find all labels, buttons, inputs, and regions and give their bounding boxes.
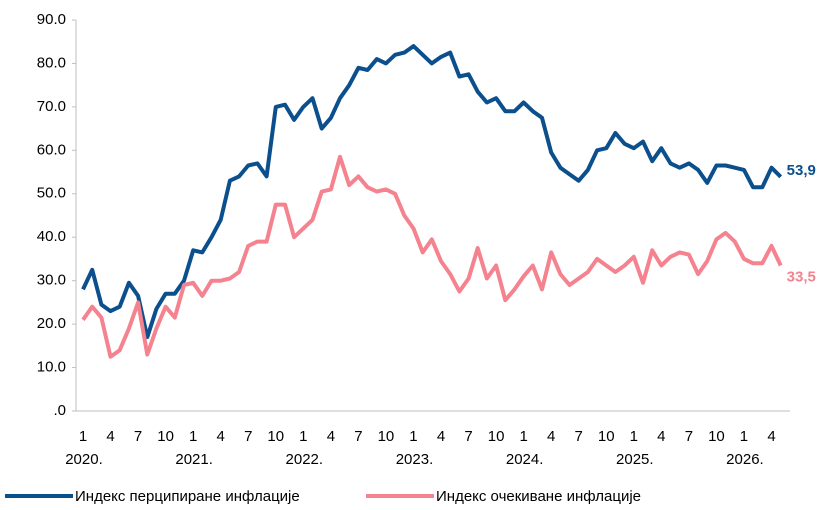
x-tick-label: 7 [464,428,472,445]
y-tick-label: 20.0 [37,315,66,332]
y-tick-label: 30.0 [37,272,66,289]
value-label: 33,5 [787,268,816,285]
x-tick-label: 7 [244,428,252,445]
x-tick-label: 10 [708,428,725,445]
legend-label: Индекс очекиване инфлације [436,488,641,505]
x-tick-label: 10 [488,428,505,445]
year-label: 2025. [616,451,654,468]
x-tick-label: 1 [79,428,87,445]
x-tick-label: 4 [437,428,445,445]
y-tick-label: 40.0 [37,228,66,245]
x-tick-label: 7 [575,428,583,445]
x-tick-label: 10 [598,428,615,445]
year-label: 2021. [175,451,213,468]
x-tick-label: 7 [685,428,693,445]
y-tick-label: 10.0 [37,359,66,376]
x-tick-label: 4 [327,428,335,445]
x-tick-label: 10 [378,428,395,445]
y-tick-label: 70.0 [37,98,66,115]
x-tick-label: 1 [409,428,417,445]
series-line [81,44,783,340]
y-tick-label: 80.0 [37,54,66,71]
series-line [81,154,783,359]
x-tick-label: 1 [630,428,638,445]
value-label: 53,9 [787,162,816,179]
y-tick-label: .0 [53,402,66,419]
x-tick-label: 4 [547,428,555,445]
year-label: 2024. [506,451,544,468]
x-tick-label: 7 [354,428,362,445]
x-tick-label: 1 [299,428,307,445]
legend-label: Индекс перципиране инфлације [75,488,300,505]
x-tick-label: 10 [157,428,174,445]
x-tick-label: 7 [134,428,142,445]
x-tick-label: 4 [106,428,114,445]
year-label: 2023. [396,451,434,468]
x-tick-label: 10 [267,428,284,445]
year-label: 2026. [726,451,764,468]
x-tick-label: 1 [189,428,197,445]
y-tick-label: 90.0 [37,11,66,28]
x-tick-label: 4 [217,428,225,445]
x-tick-label: 4 [767,428,775,445]
y-tick-label: 50.0 [37,185,66,202]
x-tick-label: 1 [740,428,748,445]
year-label: 2020. [65,451,103,468]
y-tick-label: 60.0 [37,141,66,158]
year-label: 2022. [286,451,324,468]
x-tick-label: 1 [519,428,527,445]
x-tick-label: 4 [657,428,665,445]
